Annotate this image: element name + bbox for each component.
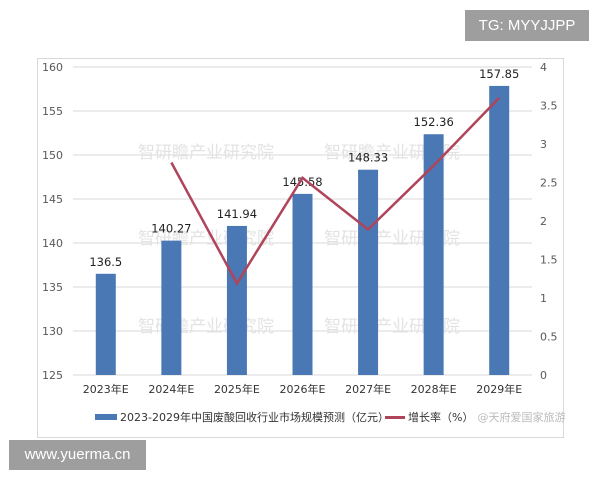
- legend-line-item: 增长率（%） @天府爱国家旅游: [385, 409, 565, 425]
- bar: [358, 169, 379, 375]
- left-axis-ticks: 125 130 135 140 145 150 155 160: [42, 61, 63, 382]
- bar-value-label: 141.94: [217, 207, 257, 221]
- right-axis-tick: 0.5: [540, 331, 558, 344]
- right-axis-tick: 1.5: [540, 254, 558, 267]
- legend-bar-label: 2023-2029年中国废酸回收行业市场规模预测（亿元）: [120, 411, 389, 424]
- left-axis-tick: 145: [42, 193, 63, 206]
- right-axis-tick: 3.5: [540, 100, 558, 113]
- bar: [292, 193, 313, 375]
- x-axis-label: 2027年E: [345, 382, 391, 396]
- bar: [226, 225, 247, 375]
- x-axis-label: 2029年E: [476, 382, 522, 396]
- x-axis-labels: 2023年E 2024年E 2025年E 2026年E 2027年E 2028年E 2029…: [83, 382, 522, 396]
- left-axis-tick: 140: [42, 237, 63, 250]
- left-axis-tick: 130: [42, 325, 63, 338]
- left-axis-tick: 135: [42, 281, 63, 294]
- x-axis-label: 2026年E: [280, 382, 326, 396]
- right-axis-tick: 3: [540, 138, 547, 151]
- growth-line-series: [170, 96, 501, 286]
- x-axis-label: 2025年E: [214, 382, 260, 396]
- right-axis-tick: 1: [540, 292, 547, 305]
- right-axis-tick: 0: [540, 369, 547, 382]
- bar-series: 136.5140.27141.94145.58148.33152.36157.8…: [89, 67, 519, 376]
- bar-value-label: 136.5: [89, 255, 122, 269]
- left-axis-tick: 125: [42, 369, 63, 382]
- bar: [161, 240, 182, 375]
- left-axis-tick: 160: [42, 61, 63, 74]
- watermark-text: 智研瞻产业研究院: [138, 317, 274, 337]
- watermark-text: 智研瞻产业研究院: [138, 143, 274, 163]
- growth-line: [170, 96, 501, 286]
- left-axis-tick: 150: [42, 149, 63, 162]
- legend-bar-swatch: [95, 414, 117, 420]
- bar-value-label: 157.85: [479, 67, 519, 81]
- tg-badge: TG: MYYJJPP: [465, 10, 589, 41]
- bar-value-label: 140.27: [151, 222, 191, 236]
- right-axis-tick: 2: [540, 215, 547, 228]
- bar: [423, 134, 444, 375]
- bar: [489, 85, 510, 376]
- bar-value-label: 152.36: [414, 115, 454, 129]
- site-badge: www.yuerma.cn: [9, 440, 146, 470]
- right-axis-ticks: 0 0.5 1 1.5 2 2.5 3 3.5 4: [540, 61, 558, 382]
- x-axis-label: 2028年E: [411, 382, 457, 396]
- right-axis-tick: 4: [540, 61, 547, 74]
- x-axis-label: 2024年E: [148, 382, 194, 396]
- bar: [95, 273, 116, 375]
- legend: 2023-2029年中国废酸回收行业市场规模预测（亿元） 增长率（%） @天府爱…: [95, 408, 565, 426]
- legend-line-label: 增长率（%）: [408, 411, 474, 424]
- legend-line-swatch: [385, 415, 405, 419]
- x-axis-label: 2023年E: [83, 382, 129, 396]
- left-axis-tick: 155: [42, 105, 63, 118]
- legend-overlay-watermark: @天府爱国家旅游: [477, 411, 566, 424]
- bar-value-label: 148.33: [348, 151, 388, 165]
- right-axis-tick: 2.5: [540, 177, 558, 190]
